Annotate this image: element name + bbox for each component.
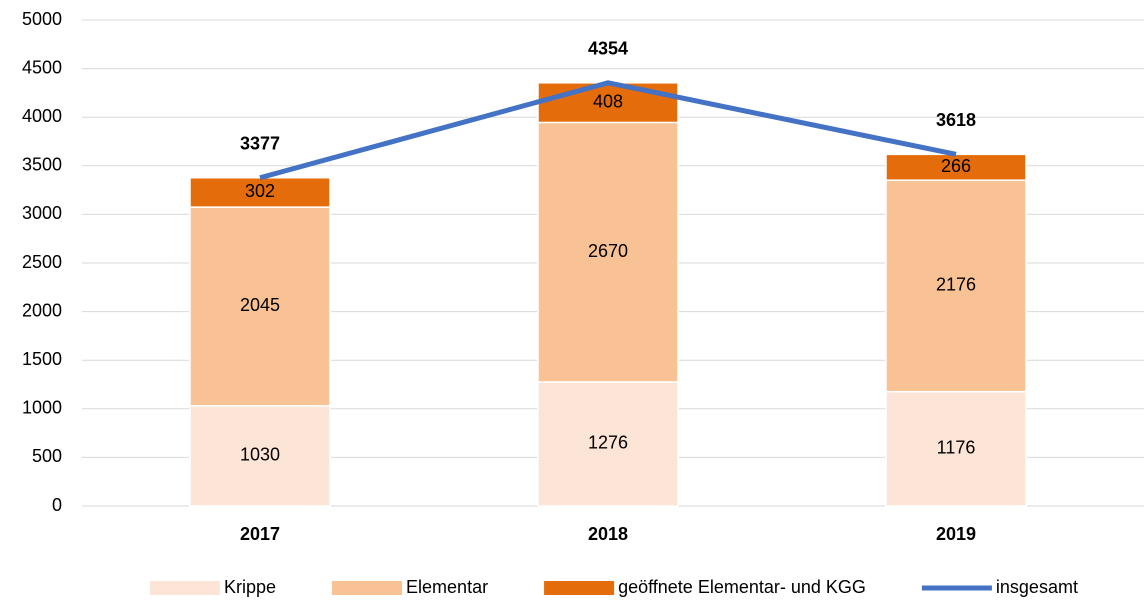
y-tick-label: 1000 <box>22 398 62 418</box>
data-label: 1030 <box>240 445 280 465</box>
legend-label: Elementar <box>406 577 488 597</box>
legend-swatch <box>544 581 615 595</box>
bar-segment <box>537 381 679 507</box>
total-label: 3618 <box>936 110 976 130</box>
data-label: 2176 <box>936 275 976 295</box>
y-tick-label: 2000 <box>22 300 62 320</box>
legend-label: geöffnete Elementar- und KGG <box>618 577 866 597</box>
data-label: 1176 <box>937 438 976 458</box>
x-tick-label: 2019 <box>936 524 976 544</box>
legend-label: Krippe <box>224 577 276 597</box>
y-tick-label: 0 <box>52 495 62 515</box>
data-label: 266 <box>941 156 971 176</box>
y-tick-label: 5000 <box>22 9 62 29</box>
x-tick-label: 2017 <box>240 524 280 544</box>
total-label: 4354 <box>588 39 628 59</box>
data-label: 2670 <box>588 241 628 261</box>
y-tick-label: 1500 <box>22 349 62 369</box>
x-tick-label: 2018 <box>588 524 628 544</box>
bar-segment <box>189 177 331 208</box>
bar-segment <box>885 179 1027 393</box>
legend-label: insgesamt <box>996 577 1078 597</box>
total-label: 3377 <box>240 134 280 154</box>
bar-segment <box>189 206 331 407</box>
data-label: 1276 <box>588 433 628 453</box>
y-tick-label: 4500 <box>22 57 62 77</box>
bar-segment <box>189 405 331 507</box>
bar-segment <box>537 121 679 383</box>
line <box>259 80 957 181</box>
y-tick-label: 4000 <box>22 106 62 126</box>
y-tick-label: 500 <box>32 446 62 466</box>
y-tick-label: 3000 <box>22 203 62 223</box>
legend-swatch <box>150 581 220 595</box>
data-label: 2045 <box>240 295 280 315</box>
y-tick-label: 2500 <box>22 252 62 272</box>
data-label: 408 <box>593 91 623 111</box>
data-label: 302 <box>245 181 275 201</box>
legend-swatch <box>332 581 403 595</box>
y-tick-label: 3500 <box>22 155 62 175</box>
